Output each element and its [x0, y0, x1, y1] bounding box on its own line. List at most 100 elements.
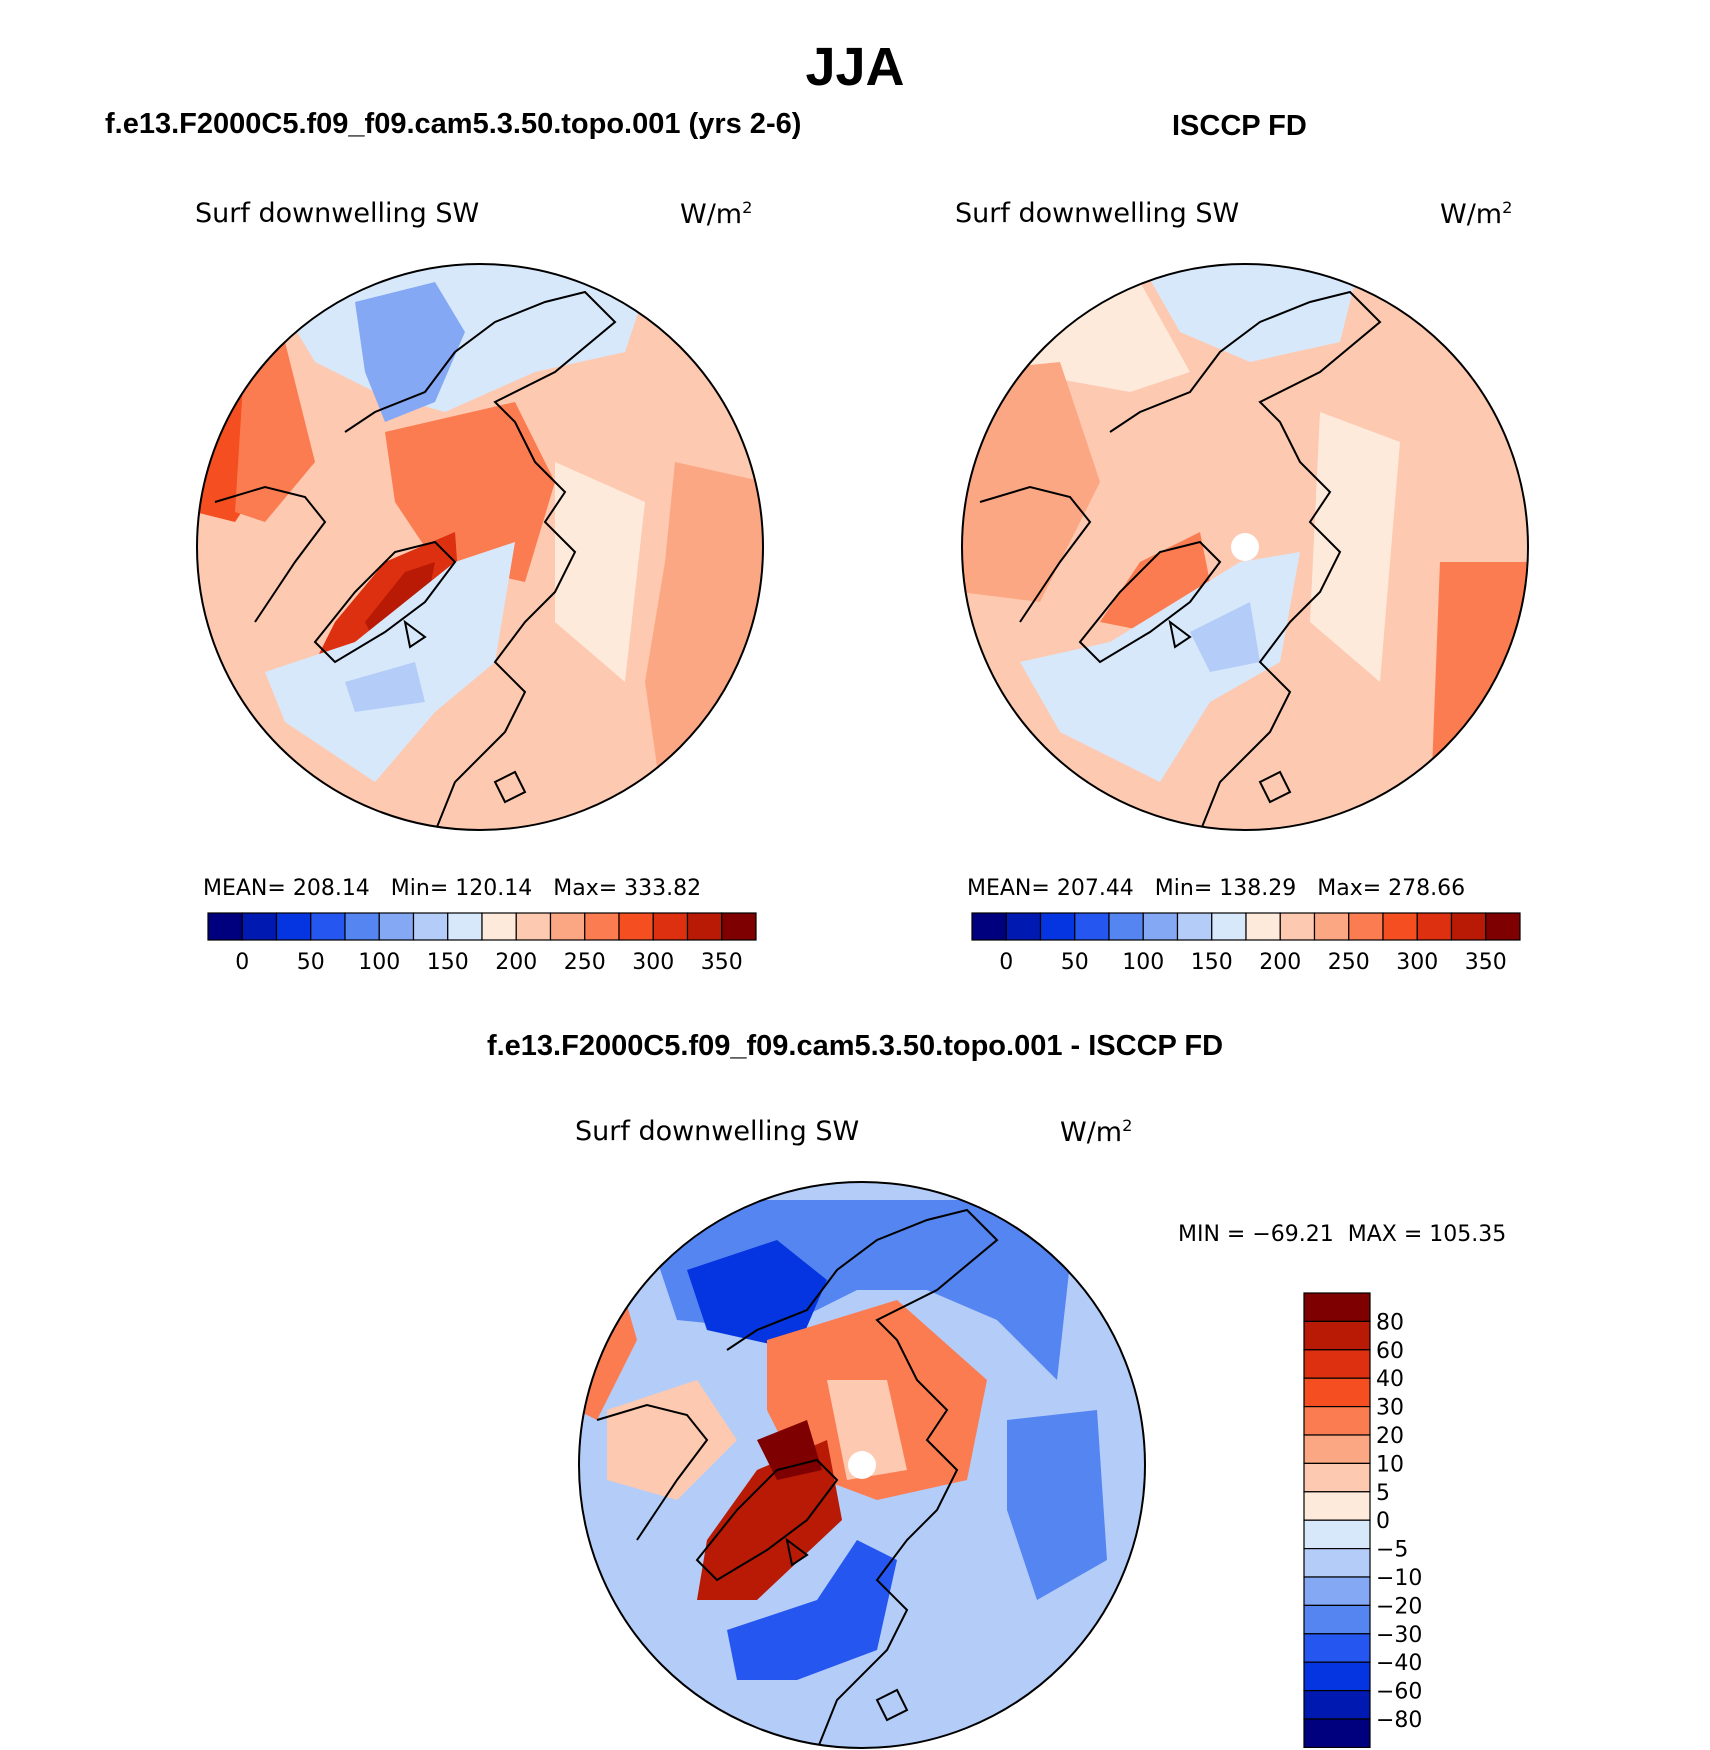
model-colorbar-box [481, 912, 517, 941]
obs-colorbar-box [1382, 912, 1418, 941]
model-region-atlantic-lower [345, 662, 425, 712]
model-colorbar-label: 200 [495, 950, 537, 975]
diff-colorbar-label: −5 [1376, 1538, 1408, 1563]
diff-coastline [596, 1208, 999, 1748]
model-colorbar-box [241, 912, 278, 941]
diff-colorbar: 80 60 40 30 20 10 5 0 −5 −10 −20 −30 −40 −60 −80 [1303, 1292, 1422, 1748]
diff-colorbar-box [1303, 1718, 1371, 1748]
obs-colorbar-box [1279, 912, 1316, 941]
model-region-west-mid [235, 342, 315, 522]
model-max-label: Max= [553, 876, 618, 901]
model-colorbar: 0 50 100 150 200 250 300 350 [207, 912, 757, 975]
obs-colorbar-box [1108, 912, 1144, 941]
model-colorbar-box [652, 912, 689, 941]
model-region-atlantic-low [265, 542, 515, 782]
obs-variable-label: Surf downwelling SW [955, 198, 1240, 229]
obs-colorbar-box [1211, 912, 1247, 941]
model-colorbar-box [207, 912, 243, 941]
diff-units-sup: 2 [1122, 1116, 1133, 1135]
model-colorbar-box [275, 912, 312, 941]
obs-colorbar-label: 350 [1465, 950, 1507, 975]
diff-colorbar-label: 20 [1376, 1424, 1404, 1449]
obs-colorbar-box [1313, 912, 1350, 941]
obs-units-label: W/m2 [1440, 198, 1512, 230]
obs-case-title: ISCCP FD [1172, 110, 1307, 142]
figure-title: JJA [805, 37, 905, 97]
obs-colorbar-box [1074, 912, 1110, 941]
diff-colorbar-label: 5 [1376, 1481, 1390, 1506]
diff-colorbar-box [1303, 1576, 1371, 1606]
obs-region-atlantic-low [1020, 552, 1300, 782]
diff-polar-map [578, 1181, 1146, 1749]
obs-coastline [979, 290, 1382, 830]
obs-colorbar-box [1176, 912, 1213, 941]
obs-colorbar-label: 100 [1122, 950, 1164, 975]
model-units-text: W/m [680, 199, 743, 230]
model-colorbar-box [344, 912, 380, 941]
obs-map-outline [961, 263, 1529, 831]
obs-region-east-pale [1310, 412, 1400, 682]
diff-stats: MIN = −69.21 MAX = 105.35 [1178, 1222, 1507, 1247]
diff-colorbar-label: 10 [1376, 1452, 1404, 1477]
obs-colorbar-box [1416, 912, 1453, 941]
diff-region-greenland-high [697, 1440, 842, 1600]
model-colorbar-label: 50 [297, 950, 325, 975]
obs-colorbar-box [1142, 912, 1179, 941]
model-stats: MEAN= 208.14 Min= 120.14 Max= 333.82 [203, 876, 701, 901]
obs-region-pacific-low [1140, 264, 1360, 362]
model-colorbar-label: 0 [235, 950, 249, 975]
obs-stats: MEAN= 207.44 Min= 138.29 Max= 278.66 [967, 876, 1465, 901]
model-region-alaska-low [355, 282, 465, 422]
model-colorbar-box [686, 912, 723, 941]
obs-colorbar-label: 300 [1396, 950, 1438, 975]
model-colorbar-label: 300 [632, 950, 674, 975]
obs-region-greenland-high [1100, 532, 1210, 632]
obs-colorbar-box [1005, 912, 1042, 941]
diff-colorbar-label: 30 [1376, 1396, 1404, 1421]
diff-region-pole-pale [827, 1380, 907, 1480]
obs-colorbar-label: 150 [1191, 950, 1233, 975]
diff-colorbar-label: −40 [1376, 1651, 1422, 1676]
obs-colorbar-box [1348, 912, 1384, 941]
model-region-arctic-high [385, 402, 555, 582]
obs-min-label: Min= [1154, 876, 1213, 901]
model-coastline [214, 290, 617, 830]
obs-colorbar: 0 50 100 150 200 250 300 350 [971, 912, 1521, 975]
obs-mean-value: 207.44 [1056, 876, 1134, 901]
diff-colorbar-label: 80 [1376, 1310, 1404, 1335]
model-colorbar-box [447, 912, 483, 941]
diff-colorbar-box [1303, 1519, 1371, 1550]
diff-colorbar-box [1303, 1320, 1371, 1351]
diff-colorbar-box [1303, 1690, 1371, 1720]
obs-colorbar-label: 50 [1061, 950, 1089, 975]
diff-colorbar-box [1303, 1462, 1371, 1493]
diff-colorbar-box [1303, 1548, 1371, 1578]
diff-colorbar-label: 0 [1376, 1509, 1390, 1534]
diff-colorbar-label: −80 [1376, 1708, 1422, 1733]
model-mean-value: 208.14 [292, 876, 370, 901]
diff-region-alaska-lowest [687, 1240, 827, 1350]
diff-region-west-pale [607, 1380, 737, 1500]
model-min-label: Min= [390, 876, 449, 901]
diff-colorbar-box [1303, 1405, 1371, 1436]
model-polar-map [196, 263, 764, 831]
model-max-value: 333.82 [624, 876, 702, 901]
diff-colorbar-label: −60 [1376, 1680, 1422, 1705]
diff-region-greenland-peak [757, 1420, 822, 1480]
obs-units-text: W/m [1440, 199, 1503, 230]
obs-colorbar-label: 0 [999, 950, 1013, 975]
obs-max-value: 278.66 [1388, 876, 1466, 901]
diff-colorbar-label: −10 [1376, 1566, 1422, 1591]
diff-colorbar-box [1303, 1434, 1371, 1464]
diff-variable-label: Surf downwelling SW [575, 1116, 860, 1147]
diff-region-atlantic-low [727, 1540, 897, 1680]
diff-colorbar-box [1303, 1292, 1371, 1322]
diff-colorbar-box [1303, 1661, 1371, 1692]
model-colorbar-box [549, 912, 586, 941]
model-colorbar-label: 150 [427, 950, 469, 975]
obs-max-label: Max= [1317, 876, 1382, 901]
diff-colorbar-label: −30 [1376, 1623, 1422, 1648]
model-units-label: W/m2 [680, 198, 752, 230]
diff-region-north-low [637, 1200, 1077, 1380]
diff-case-title: f.e13.F2000C5.f09_f09.cam5.3.50.topo.001… [486, 1030, 1224, 1062]
